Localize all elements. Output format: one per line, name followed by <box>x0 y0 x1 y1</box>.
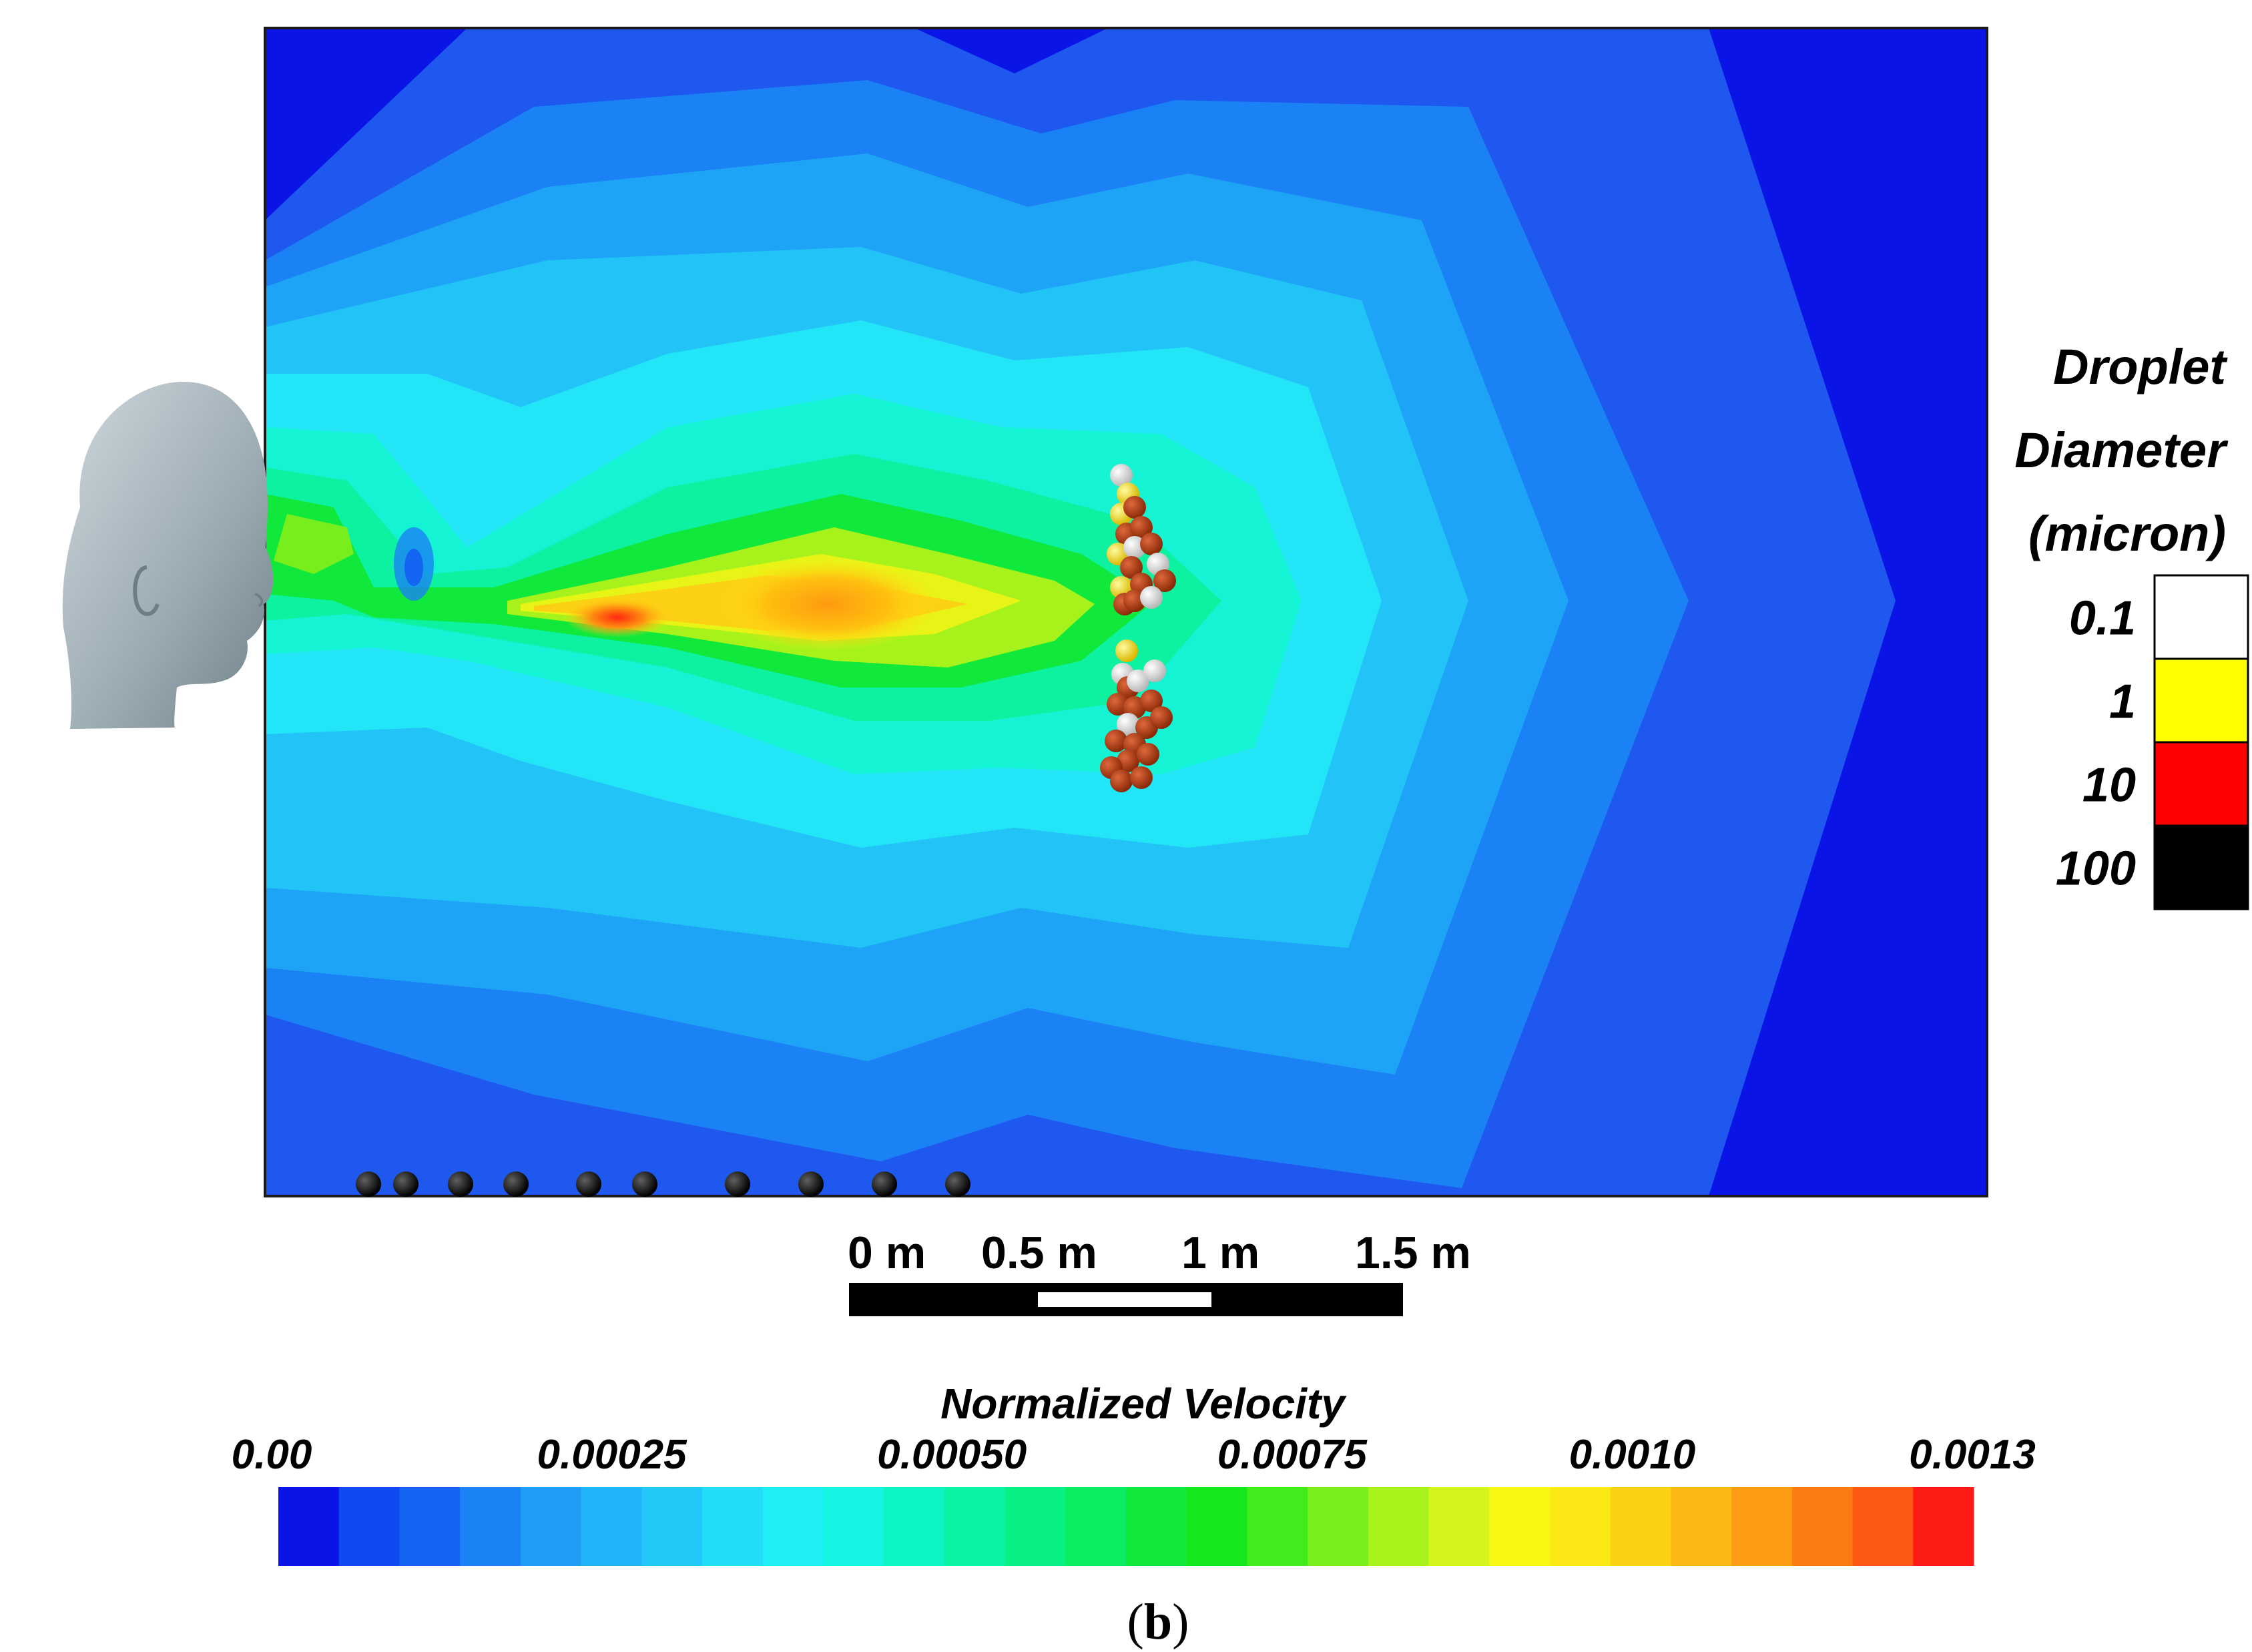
droplet-legend-swatch-1 <box>2153 657 2249 744</box>
floor-droplet-2 <box>448 1171 473 1197</box>
droplet-diameter-legend: Droplet Diameter (micron) 0.1 1 10 100 <box>2014 339 2249 910</box>
colorbar-swatch-12 <box>1005 1487 1066 1566</box>
colorbar-swatch-26 <box>1852 1487 1914 1566</box>
floor-droplet-0 <box>356 1171 381 1197</box>
droplet-25 <box>1117 713 1139 736</box>
colorbar-tick-label-5: 0.0013 <box>1909 1432 2036 1478</box>
colorbar-swatch-22 <box>1610 1487 1671 1566</box>
colorbar-swatch-5 <box>581 1487 642 1566</box>
droplet-28 <box>1105 730 1127 752</box>
colorbar-swatch-15 <box>1186 1487 1247 1566</box>
droplet-legend-title-line-2: Diameter <box>2014 423 2229 478</box>
deposited-droplets <box>356 1171 970 1197</box>
colorbar-swatch-24 <box>1731 1487 1793 1566</box>
floor-droplet-4 <box>576 1171 601 1197</box>
colorbar-swatch-0 <box>278 1487 340 1566</box>
scale-label-0-5: 0.5 m <box>981 1227 1097 1278</box>
colorbar-swatch-20 <box>1489 1487 1551 1566</box>
droplet-0 <box>1110 464 1133 487</box>
colorbar-swatch-21 <box>1550 1487 1611 1566</box>
colorbar-swatch-16 <box>1247 1487 1308 1566</box>
colorbar-tick-label-3: 0.00075 <box>1217 1432 1368 1478</box>
panel-label-open: ( <box>1127 1594 1144 1650</box>
droplet-legend-title-line-3: (micron) <box>2028 506 2226 561</box>
droplet-21 <box>1143 659 1166 682</box>
droplet-3 <box>1123 496 1146 519</box>
colorbar-swatch-27 <box>1913 1487 1974 1566</box>
colorbar-tick-label-2: 0.00050 <box>877 1432 1027 1478</box>
colorbar-swatch-2 <box>399 1487 461 1566</box>
droplet-27 <box>1150 706 1173 729</box>
droplet-legend-label-2: 10 <box>2082 759 2136 812</box>
droplet-legend-title-line-1: Droplet <box>2053 339 2228 394</box>
velocity-contour-plot <box>264 27 1988 1197</box>
droplet-legend-swatch-0 <box>2153 574 2249 660</box>
panel-label-letter: b <box>1144 1594 1172 1650</box>
floor-droplet-8 <box>872 1171 897 1197</box>
droplet-8 <box>1140 533 1163 555</box>
droplet-16 <box>1140 586 1163 609</box>
colorbar-swatch-25 <box>1791 1487 1854 1566</box>
colorbar-swatch-4 <box>520 1487 582 1566</box>
floor-droplet-9 <box>945 1171 970 1197</box>
droplet-34 <box>1130 766 1153 789</box>
droplet-20 <box>1127 669 1149 692</box>
scale-label-0: 0 m <box>848 1227 926 1278</box>
colorbar-title: Normalized Velocity <box>940 1380 1347 1428</box>
colorbar-tick-label-1: 0.00025 <box>537 1432 688 1478</box>
droplet-legend-label-0: 0.1 <box>2069 592 2136 645</box>
colorbar-swatch-1 <box>338 1487 400 1566</box>
panel-label: (b) <box>1127 1594 1189 1650</box>
scale-label-1-5: 1.5 m <box>1355 1227 1471 1278</box>
colorbar-tick-label-0: 0.00 <box>232 1432 312 1478</box>
colorbar-swatch-3 <box>460 1487 521 1566</box>
droplet-legend-swatch-3 <box>2153 824 2249 910</box>
colorbar-swatch-6 <box>641 1487 703 1566</box>
colorbar-swatch-18 <box>1368 1487 1430 1566</box>
colorbar-swatch-10 <box>884 1487 945 1566</box>
floor-droplet-1 <box>393 1171 418 1197</box>
colorbar-swatch-11 <box>944 1487 1006 1566</box>
colorbar-swatch-17 <box>1308 1487 1369 1566</box>
panel-label-close: ) <box>1172 1594 1189 1650</box>
human-head-icon <box>62 381 274 729</box>
colorbar-tick-label-4: 0.0010 <box>1569 1432 1696 1478</box>
floor-droplet-7 <box>798 1171 824 1197</box>
airborne-droplet-cluster <box>1100 464 1176 792</box>
colorbar-swatch-14 <box>1126 1487 1187 1566</box>
droplet-legend-swatch-2 <box>2153 741 2249 827</box>
colorbar-swatch-7 <box>702 1487 764 1566</box>
colorbar-swatch-19 <box>1428 1487 1490 1566</box>
droplet-33 <box>1110 770 1133 792</box>
floor-droplet-3 <box>503 1171 529 1197</box>
droplet-legend-label-3: 100 <box>2056 842 2136 896</box>
scale-bar: 0 m 0.5 m 1 m 1.5 m <box>848 1227 1471 1316</box>
colorbar-swatch-9 <box>823 1487 884 1566</box>
colorbar-swatch-23 <box>1671 1487 1732 1566</box>
floor-droplet-6 <box>725 1171 750 1197</box>
droplet-legend-label-1: 1 <box>2109 675 2136 729</box>
droplet-13 <box>1153 569 1176 592</box>
droplet-9 <box>1120 556 1143 579</box>
velocity-colorbar: Normalized Velocity 0.00 0.00025 0.00050 0.… <box>232 1380 2036 1566</box>
droplet-32 <box>1137 743 1159 766</box>
droplet-24 <box>1140 690 1163 712</box>
colorbar-swatch-13 <box>1065 1487 1127 1566</box>
scale-bar-segment <box>1038 1292 1211 1307</box>
droplet-5 <box>1130 516 1153 539</box>
droplet-17 <box>1115 639 1138 662</box>
scale-label-1: 1 m <box>1181 1227 1259 1278</box>
colorbar-swatch-8 <box>762 1487 824 1566</box>
floor-droplet-5 <box>632 1171 657 1197</box>
